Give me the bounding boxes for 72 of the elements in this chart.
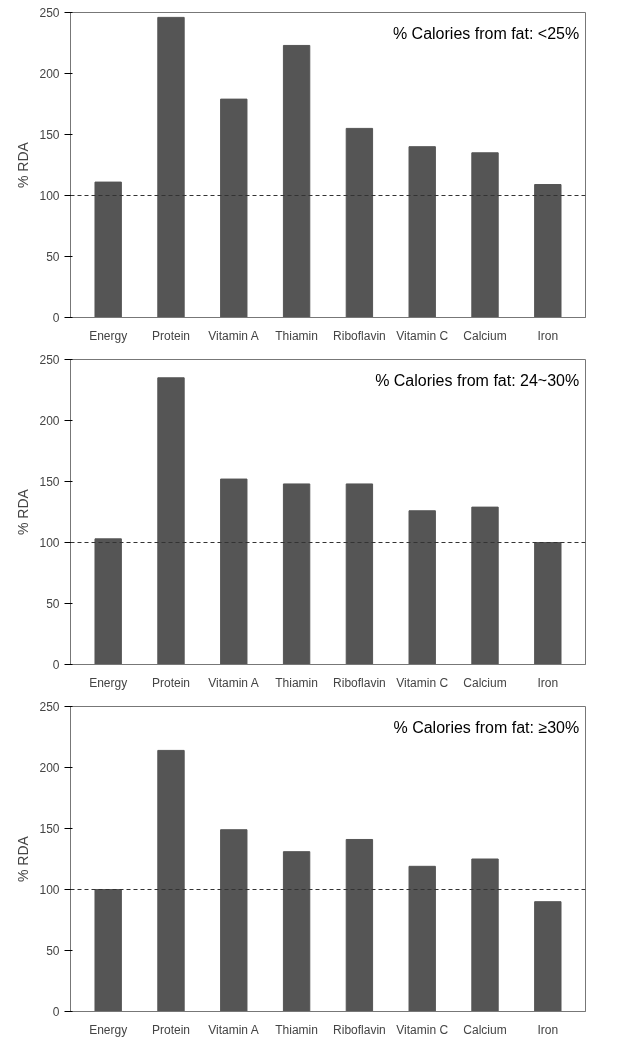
x-tick-label: Thiamin [275,675,318,690]
bar [157,16,185,318]
bar [220,98,248,318]
x-tick-label: Thiamin [275,328,318,343]
x-tick-label: Vitamin A [208,1022,259,1037]
y-tick-label: 0 [52,658,60,672]
y-tick-label: 200 [39,414,60,428]
text: % Calories from fat: ≥30% [393,718,580,736]
y-tick-label: 100 [39,883,60,897]
x-tick-label: Protein [151,1022,191,1037]
y-tick-label: 0 [52,1005,60,1019]
x-tick-label: Protein [151,328,191,343]
bar [220,478,248,665]
y-tick-label: 0 [52,311,60,325]
bar [534,901,562,1012]
bar [220,829,248,1012]
bar [408,865,436,1012]
y-tick-label: 150 [39,475,60,489]
y-axis-title: % RDA [15,141,32,188]
x-tick-label: Vitamin C [396,675,449,690]
y-tick-label: 250 [39,353,60,367]
bar [94,181,122,318]
x-tick-label: Vitamin A [208,675,259,690]
bar [345,127,374,318]
bar [534,542,562,665]
y-tick-label: 100 [39,189,60,203]
y-tick-label: 100 [39,536,60,550]
x-tick-label: Energy [89,675,128,690]
x-tick-label: Calcium [463,328,507,343]
y-tick-label: 50 [46,597,60,611]
bar [282,483,311,665]
x-tick-label: Energy [89,328,128,343]
x-tick-label: Vitamin C [396,328,449,343]
bar [471,152,499,318]
bar [471,506,499,665]
x-tick-label: Riboflavin [333,1022,386,1037]
x-tick-label: Iron [537,675,559,690]
y-tick-label: 50 [46,250,60,264]
y-tick-label: 250 [39,6,60,20]
y-axis-title: % RDA [15,835,32,882]
bar [345,838,374,1012]
x-tick-label: Vitamin A [208,328,259,343]
bar [408,146,436,318]
y-tick-label: 200 [39,67,60,81]
bar [94,538,122,665]
bar [345,483,374,665]
y-tick-label: 200 [39,761,60,775]
x-tick-label: Energy [89,1022,128,1037]
x-tick-label: Calcium [463,1022,507,1037]
y-tick-label: 150 [39,128,60,142]
text: % Calories from fat: <25% [392,24,580,42]
x-tick-label: Calcium [463,675,507,690]
text: % Calories from fat: 24~30% [375,371,580,389]
x-tick-label: Iron [537,1022,559,1037]
x-tick-label: Riboflavin [333,675,386,690]
bar [94,889,122,1012]
y-tick-label: 250 [39,700,60,714]
bar [534,184,562,318]
bar [157,377,185,665]
x-tick-label: Riboflavin [333,328,386,343]
bar [282,44,311,318]
y-tick-label: 150 [39,822,60,836]
bar [282,851,311,1012]
bar [408,510,436,665]
bar [471,858,499,1012]
x-tick-label: Vitamin C [396,1022,449,1037]
y-axis-title: % RDA [15,488,32,535]
bar [157,749,185,1012]
x-tick-label: Iron [537,328,559,343]
x-tick-label: Thiamin [275,1022,318,1037]
x-tick-label: Protein [151,675,191,690]
y-tick-label: 50 [46,944,60,958]
